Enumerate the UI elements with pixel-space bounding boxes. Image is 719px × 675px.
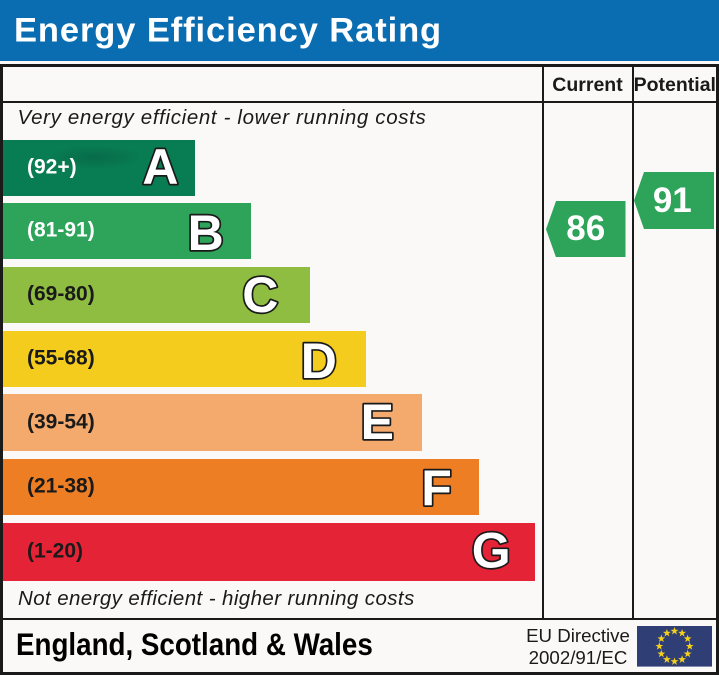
svg-text:C: C	[242, 267, 278, 323]
svg-text:D: D	[301, 333, 337, 389]
svg-text:F: F	[421, 460, 452, 516]
svg-text:E: E	[361, 394, 394, 450]
svg-text:G: G	[472, 523, 511, 579]
svg-text:B: B	[188, 205, 224, 261]
svg-text:A: A	[142, 139, 178, 195]
